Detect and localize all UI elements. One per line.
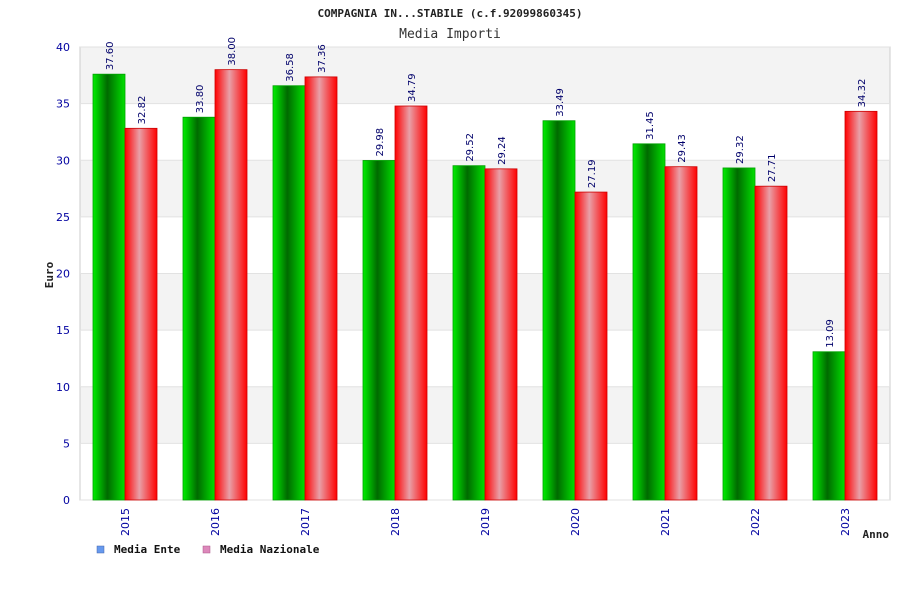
y-tick-label: 25 xyxy=(56,211,70,224)
x-axis-label: Anno xyxy=(863,528,890,541)
bar-media-nazionale-2016 xyxy=(214,69,248,501)
bars xyxy=(92,69,878,501)
x-tick-label: 2020 xyxy=(569,508,582,536)
x-tick-label: 2018 xyxy=(389,508,402,536)
data-label: 29.52 xyxy=(465,133,476,162)
bar-media-nazionale-2020 xyxy=(574,191,608,501)
data-label: 38.00 xyxy=(227,37,238,66)
x-tick-label: 2021 xyxy=(659,508,672,536)
bar-media-ente-2022 xyxy=(722,167,756,501)
bar-media-ente-2023 xyxy=(812,351,846,501)
legend-label-media-ente: Media Ente xyxy=(114,543,181,556)
bar-media-ente-2019 xyxy=(452,165,486,501)
bar-media-ente-2020 xyxy=(542,120,576,501)
legend: Media Ente Media Nazionale xyxy=(96,543,320,556)
x-tick-label: 2017 xyxy=(299,508,312,536)
bar-media-nazionale-2022 xyxy=(754,185,788,501)
x-tick-label: 2019 xyxy=(479,508,492,536)
legend-swatch-media-ente xyxy=(96,545,105,554)
bar-media-nazionale-2015 xyxy=(124,127,158,501)
y-tick-label: 0 xyxy=(63,494,70,507)
data-label: 31.45 xyxy=(645,111,656,140)
legend-swatch-media-nazionale xyxy=(202,545,211,554)
y-tick-label: 35 xyxy=(56,98,70,111)
bar-media-nazionale-2018 xyxy=(394,105,428,501)
y-tick-label: 5 xyxy=(63,437,70,450)
data-label: 27.71 xyxy=(767,154,778,183)
y-tick-label: 15 xyxy=(56,324,70,337)
x-axis-ticks: 2015 2016 2017 2018 2019 2020 2021 2022 2023 xyxy=(119,508,852,536)
bar-media-ente-2021 xyxy=(632,143,666,501)
y-tick-label: 10 xyxy=(56,381,70,394)
chart-title: COMPAGNIA IN...STABILE (c.f.92099860345) xyxy=(318,7,583,20)
data-label: 34.32 xyxy=(857,79,868,108)
y-axis-ticks: 0 5 10 15 20 25 30 35 40 xyxy=(56,41,70,507)
x-tick-label: 2023 xyxy=(839,508,852,536)
legend-label-media-nazionale: Media Nazionale xyxy=(220,543,320,556)
y-tick-label: 20 xyxy=(56,268,70,281)
value-labels: 37.60 32.82 33.80 38.00 36.58 37.36 29.98 34.79… xyxy=(105,37,868,348)
bar-media-ente-2015 xyxy=(92,73,126,501)
data-label: 29.24 xyxy=(497,136,508,165)
bar-media-ente-2018 xyxy=(362,160,396,501)
data-label: 33.49 xyxy=(555,88,566,117)
x-tick-label: 2022 xyxy=(749,508,762,536)
chart-subtitle: Media Importi xyxy=(399,27,501,42)
bar-media-nazionale-2019 xyxy=(484,168,518,501)
data-label: 29.32 xyxy=(735,135,746,164)
data-label: 13.09 xyxy=(825,319,836,348)
y-axis-label: Euro xyxy=(43,261,56,288)
bar-media-nazionale-2021 xyxy=(664,166,698,501)
data-label: 29.98 xyxy=(375,128,386,157)
bar-media-ente-2016 xyxy=(182,116,216,501)
data-label: 34.79 xyxy=(407,73,418,102)
y-tick-label: 40 xyxy=(56,41,70,54)
data-label: 37.60 xyxy=(105,42,116,71)
x-tick-label: 2015 xyxy=(119,508,132,536)
bar-media-nazionale-2023 xyxy=(844,110,878,501)
data-label: 32.82 xyxy=(137,96,148,125)
data-label: 37.36 xyxy=(317,44,328,73)
y-tick-label: 30 xyxy=(56,154,70,167)
data-label: 33.80 xyxy=(195,85,206,114)
bar-media-nazionale-2017 xyxy=(304,76,338,501)
data-label: 29.43 xyxy=(677,134,688,163)
data-label: 36.58 xyxy=(285,53,296,82)
data-label: 27.19 xyxy=(587,159,598,188)
x-tick-label: 2016 xyxy=(209,508,222,536)
bar-media-ente-2017 xyxy=(272,85,306,501)
